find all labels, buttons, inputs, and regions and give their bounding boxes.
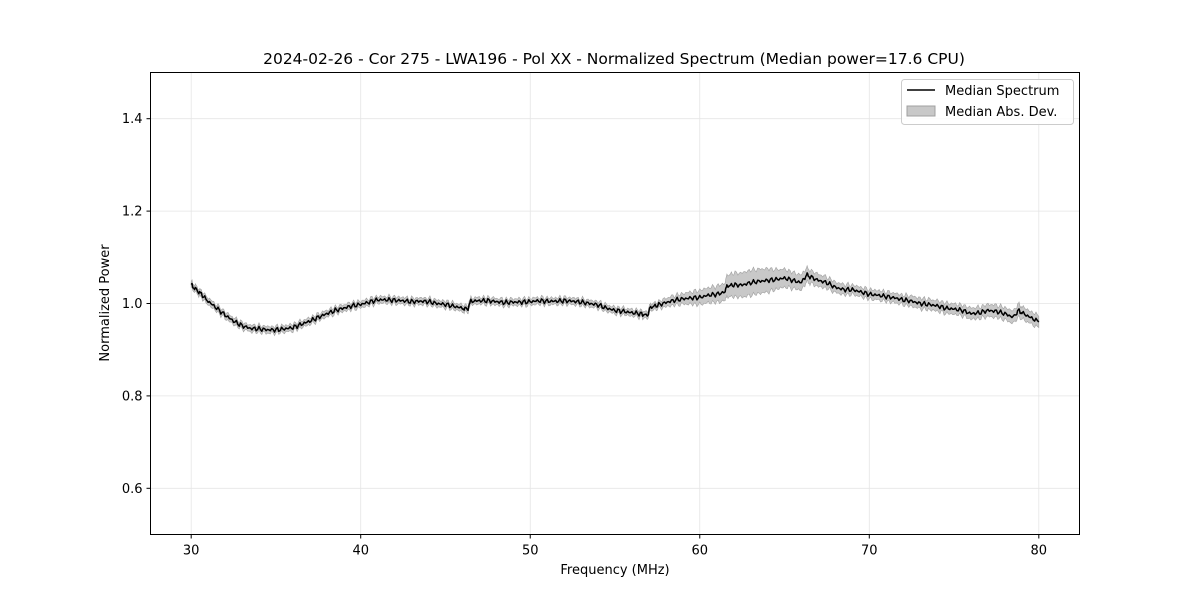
x-tick-label: 50 xyxy=(522,544,539,559)
x-tick-label: 60 xyxy=(691,544,708,559)
legend-box xyxy=(901,79,1074,125)
y-tick-label: 1.4 xyxy=(122,112,143,127)
legend: Median Spectrum Median Abs. Dev. xyxy=(901,79,1074,125)
y-axis-label: Normalized Power xyxy=(98,244,113,362)
x-tick-label: 70 xyxy=(861,544,878,559)
y-tick-label: 1.2 xyxy=(122,205,143,220)
y-tick-label: 1.0 xyxy=(122,297,143,312)
x-tick-label: 80 xyxy=(1031,544,1048,559)
y-tick-label: 0.6 xyxy=(122,482,143,497)
legend-band-swatch xyxy=(906,105,936,117)
x-tick-label: 30 xyxy=(183,544,200,559)
x-axis-ticks: 30 40 50 60 70 80 xyxy=(183,534,1048,559)
y-tick-label: 0.8 xyxy=(122,389,143,404)
x-tick-label: 40 xyxy=(352,544,369,559)
legend-line-label: Median Spectrum xyxy=(945,84,1059,99)
median-spectrum-line xyxy=(190,272,1040,333)
y-axis-ticks: 0.6 0.8 1.0 1.2 1.4 xyxy=(122,112,151,497)
legend-band-label: Median Abs. Dev. xyxy=(945,105,1057,120)
chart-title: 2024-02-26 - Cor 275 - LWA196 - Pol XX -… xyxy=(263,50,965,68)
x-axis-label: Frequency (MHz) xyxy=(560,563,669,578)
